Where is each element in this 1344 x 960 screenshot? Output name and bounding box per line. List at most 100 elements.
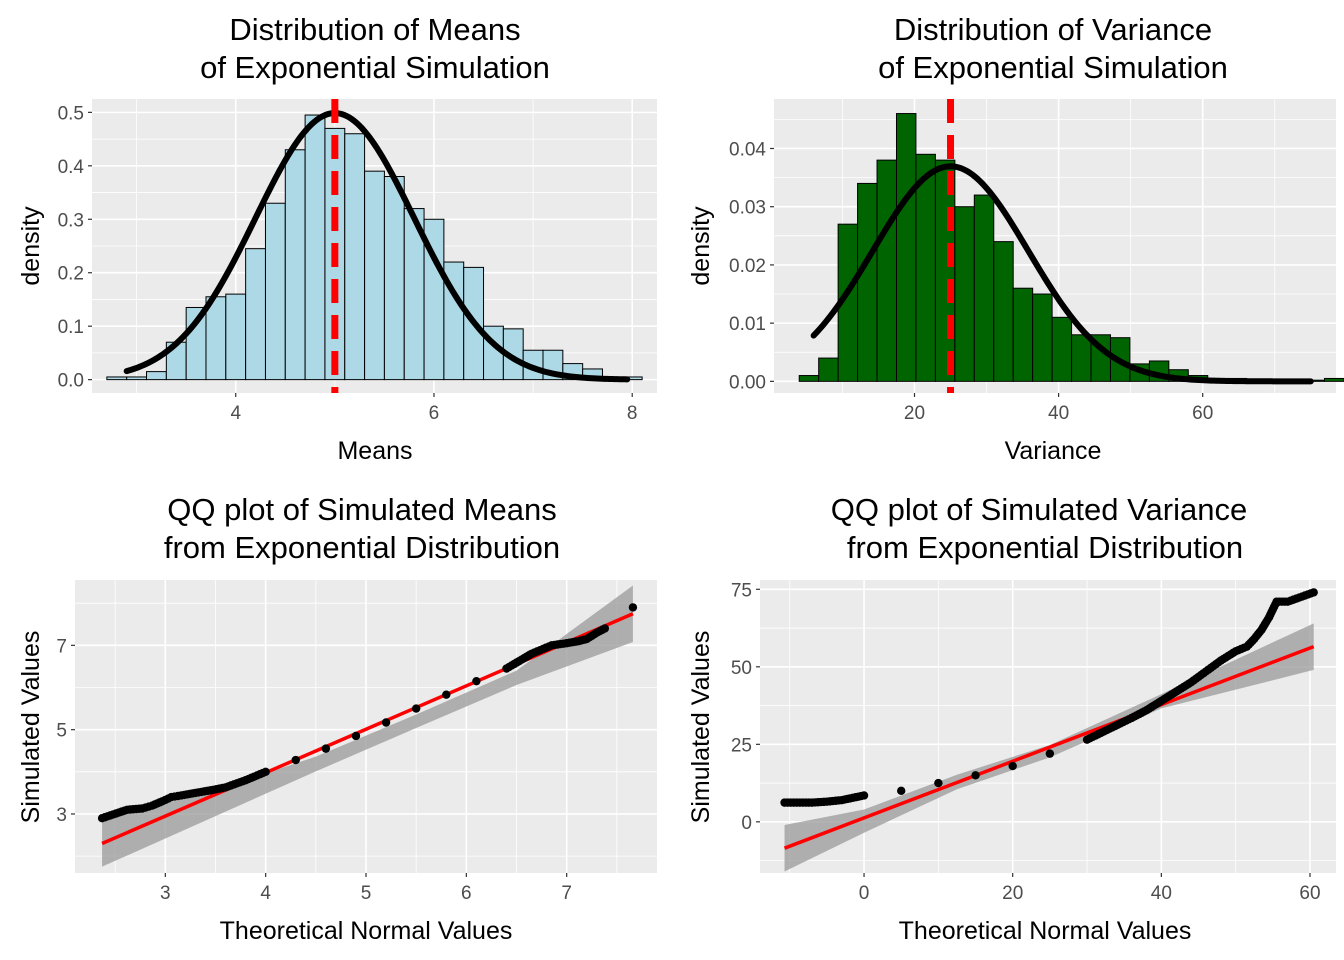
x-tick-label: 8: [627, 403, 638, 424]
histogram-bar: [364, 170, 385, 381]
x-tick-label: 60: [1299, 883, 1320, 904]
histogram-bar: [1012, 287, 1034, 382]
fit-line: [783, 645, 1315, 850]
chart-title-line-2: from Exponential Distribution: [847, 530, 1243, 565]
y-axis-label: density: [687, 206, 715, 286]
y-tick-label: 0.00: [729, 372, 766, 393]
histogram-bar: [284, 149, 306, 381]
y-tick-label: 3: [56, 805, 67, 826]
y-tick-label: 0.02: [729, 256, 766, 277]
chart-title-line-2: from Exponential Distribution: [164, 530, 560, 565]
histogram-bar: [1051, 316, 1073, 382]
y-tick-label: 7: [56, 636, 67, 657]
y-tick-label: 75: [731, 580, 752, 601]
chart-title-line-2: of Exponential Simulation: [200, 50, 550, 85]
y-tick-labels: 0 25 50 75: [731, 580, 760, 834]
x-axis-label: Theoretical Normal Values: [220, 917, 513, 945]
panel-means-qq: QQ plot of Simulated Means from Exponent…: [17, 492, 657, 945]
histogram-bar: [304, 114, 326, 381]
histogram-bar: [1323, 377, 1344, 382]
histogram-bar: [1071, 334, 1092, 382]
y-tick-label: 0.4: [58, 157, 85, 178]
panel-variance-qq: QQ plot of Simulated Variance from Expon…: [687, 492, 1336, 945]
histogram-bar: [954, 206, 975, 382]
y-axis-label: density: [17, 206, 45, 286]
confidence-band: [102, 585, 633, 867]
qq-point: [1008, 761, 1017, 771]
qq-point: [472, 676, 481, 686]
qq-point: [261, 767, 270, 777]
x-tick-label: 6: [429, 403, 440, 424]
y-tick-label: 0.5: [58, 103, 84, 124]
y-tick-label: 0.2: [58, 264, 84, 285]
qq-point: [321, 744, 331, 753]
panel-means-histogram: Distribution of Means of Exponential Sim…: [17, 12, 657, 465]
histogram-bar: [264, 202, 286, 381]
x-tick-label: 20: [904, 403, 925, 424]
histogram-bar: [818, 357, 839, 382]
x-axis-label: Variance: [1005, 437, 1102, 465]
x-tick-label: 4: [230, 403, 241, 424]
histogram-bar: [245, 248, 266, 381]
x-tick-label: 40: [1048, 403, 1069, 424]
x-tick-label: 5: [361, 883, 372, 904]
x-tick-labels: 4 6 8: [230, 393, 638, 424]
qq-point: [859, 791, 869, 800]
y-tick-label: 0.3: [58, 210, 84, 231]
x-tick-label: 40: [1151, 883, 1172, 904]
chart-title-line-1: QQ plot of Simulated Means: [167, 492, 556, 527]
x-axis-label: Theoretical Normal Values: [899, 917, 1192, 945]
chart-title-line-1: Distribution of Means: [229, 12, 520, 47]
histogram-bar: [344, 133, 366, 381]
y-tick-label: 25: [731, 735, 752, 756]
histogram-bar: [146, 371, 167, 381]
qq-point: [628, 603, 638, 612]
histogram-bar: [225, 293, 247, 381]
qq-point: [381, 718, 391, 727]
y-axis-label: Simulated Values: [687, 631, 715, 824]
y-tick-label: 0: [741, 813, 752, 834]
y-tick-label: 0.03: [729, 198, 766, 219]
histogram-bar: [106, 376, 128, 381]
x-axis-label: Means: [337, 437, 412, 465]
panel-variance-histogram: Distribution of Variance of Exponential …: [687, 12, 1344, 465]
x-tick-label: 6: [461, 883, 472, 904]
y-tick-label: 5: [56, 721, 67, 742]
chart-title-line-1: Distribution of Variance: [894, 12, 1212, 47]
x-tick-label: 7: [561, 883, 572, 904]
x-tick-labels: 0 20 40 60: [859, 873, 1321, 904]
histogram-bar: [798, 375, 820, 382]
histogram-bars: [106, 99, 643, 393]
y-tick-labels: 0.0 0.1 0.2 0.3 0.4 0.5: [58, 103, 92, 392]
y-tick-labels: 0.00 0.01 0.02 0.03 0.04: [729, 139, 774, 393]
histogram-bar: [895, 113, 917, 382]
qq-marks: [780, 588, 1318, 872]
x-tick-label: 20: [1002, 883, 1023, 904]
qq-point: [291, 755, 300, 765]
histogram-bar: [383, 176, 405, 381]
y-axis-label: Simulated Values: [17, 631, 45, 824]
qq-point: [442, 690, 451, 699]
y-tick-label: 0.01: [729, 314, 766, 335]
qq-marks: [97, 585, 638, 867]
histogram-bar: [993, 241, 1014, 382]
qq-point: [411, 704, 421, 713]
qq-point: [1045, 749, 1055, 758]
qq-point: [934, 778, 943, 788]
histogram-bar: [1032, 293, 1053, 382]
y-tick-label: 0.0: [58, 371, 84, 392]
qq-point: [600, 624, 610, 633]
density-curve: [123, 110, 631, 383]
x-tick-label: 4: [260, 883, 271, 904]
x-tick-label: 60: [1192, 403, 1213, 424]
x-tick-label: 0: [859, 883, 870, 904]
x-tick-labels: 20 40 60: [904, 393, 1213, 424]
density-curve: [810, 163, 1314, 385]
qq-point: [897, 786, 906, 796]
qq-point: [971, 771, 980, 780]
qq-point: [351, 731, 361, 741]
chart-title-line-1: QQ plot of Simulated Variance: [831, 492, 1247, 527]
histogram-bar: [973, 194, 995, 382]
histogram-bars: [798, 99, 1344, 393]
